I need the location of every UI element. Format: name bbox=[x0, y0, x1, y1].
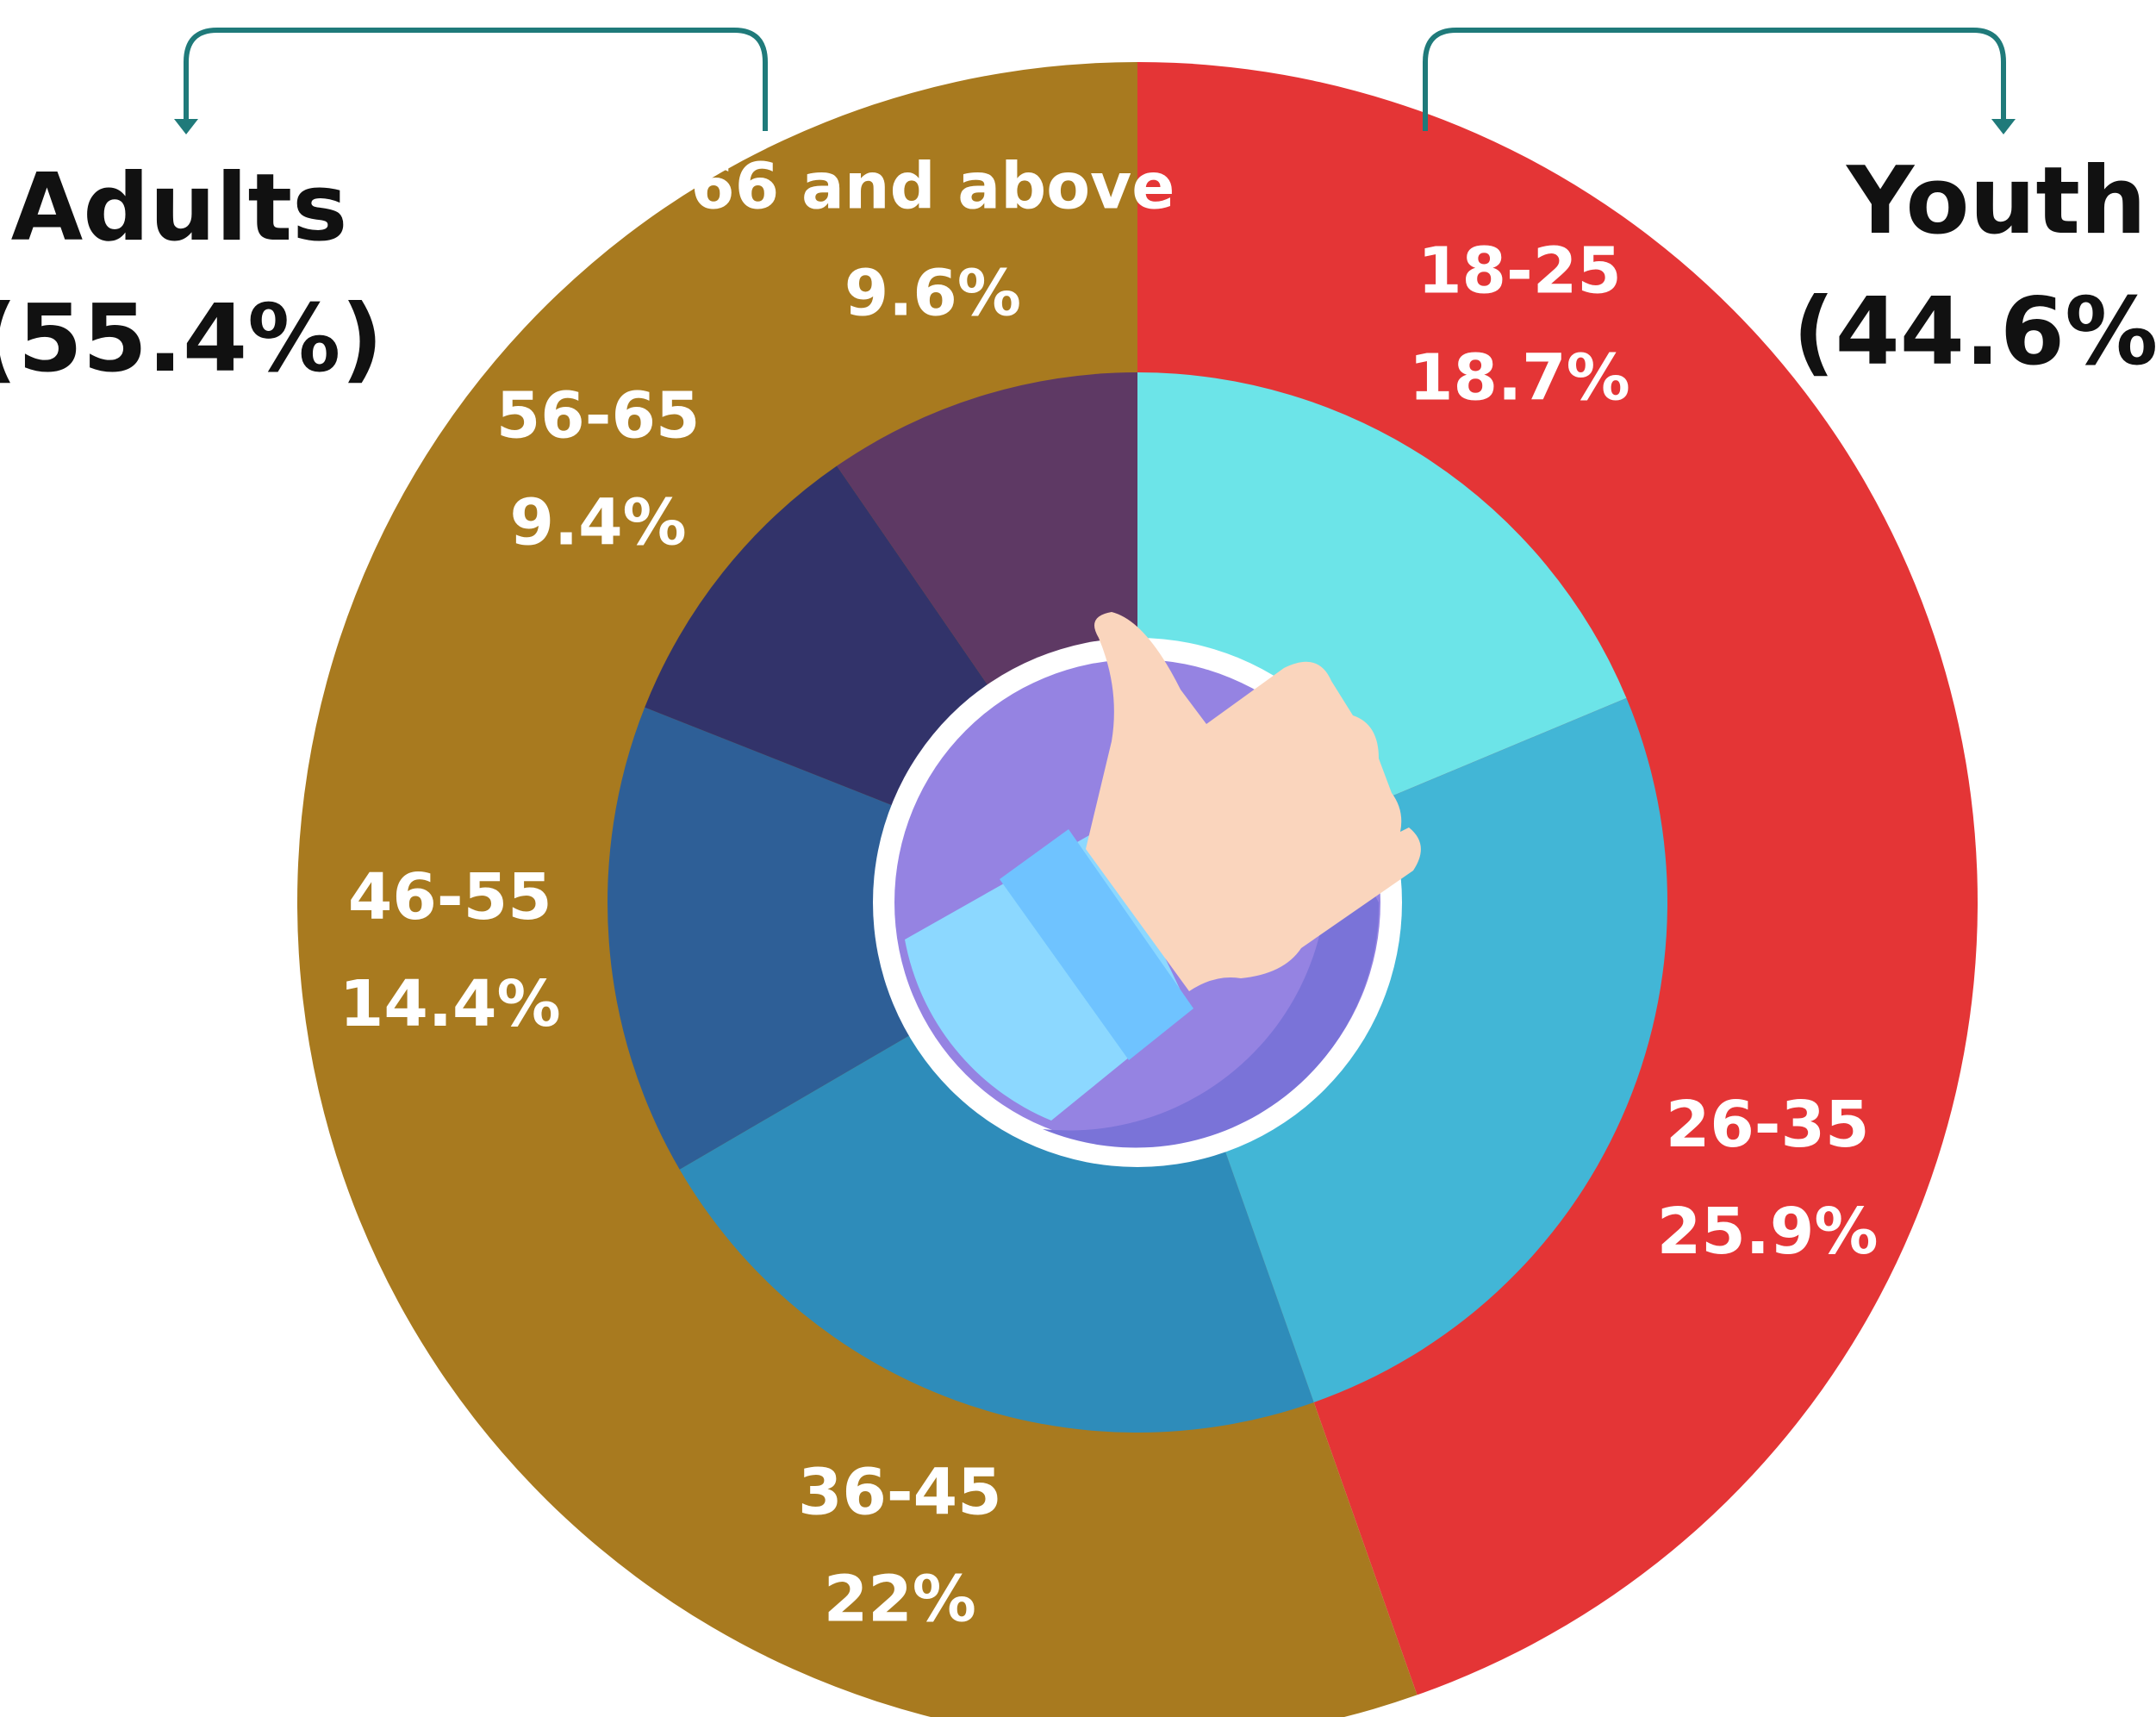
slice-value-label: 14.4% bbox=[340, 967, 561, 1041]
center-icon bbox=[873, 612, 1421, 1167]
slice-value-label: 9.4% bbox=[509, 485, 686, 559]
slice-label: 36-45 bbox=[798, 1455, 1002, 1529]
adults-arrow bbox=[174, 119, 198, 134]
slice-label: 56-65 bbox=[496, 378, 701, 453]
slice-value-label: 22% bbox=[824, 1562, 976, 1636]
slice-label: 26-35 bbox=[1666, 1088, 1870, 1162]
slice-label: 46-55 bbox=[348, 860, 552, 934]
icon-hand bbox=[1086, 612, 1421, 991]
slice-value-label: 25.9% bbox=[1657, 1195, 1879, 1269]
slice-label: 18-25 bbox=[1418, 234, 1622, 309]
icon-cuff bbox=[1000, 829, 1193, 1060]
adults-bracket bbox=[184, 28, 768, 131]
slice-value-label: 18.7% bbox=[1409, 341, 1630, 415]
group-value-label: (55.4%) bbox=[0, 285, 383, 393]
youth-bracket bbox=[1423, 28, 2006, 131]
slice-label: 66 and above bbox=[690, 150, 1175, 224]
group-value-label: (44.6%) bbox=[1792, 278, 2156, 386]
youth-arrow bbox=[1991, 119, 2016, 134]
rings bbox=[297, 62, 1978, 1717]
slice bbox=[607, 707, 1137, 1170]
slice-value-label: 9.6% bbox=[844, 257, 1021, 331]
group-label: Youth bbox=[1845, 147, 2147, 255]
group-label: Adults bbox=[11, 154, 348, 262]
icon-shade bbox=[1043, 759, 1380, 1148]
